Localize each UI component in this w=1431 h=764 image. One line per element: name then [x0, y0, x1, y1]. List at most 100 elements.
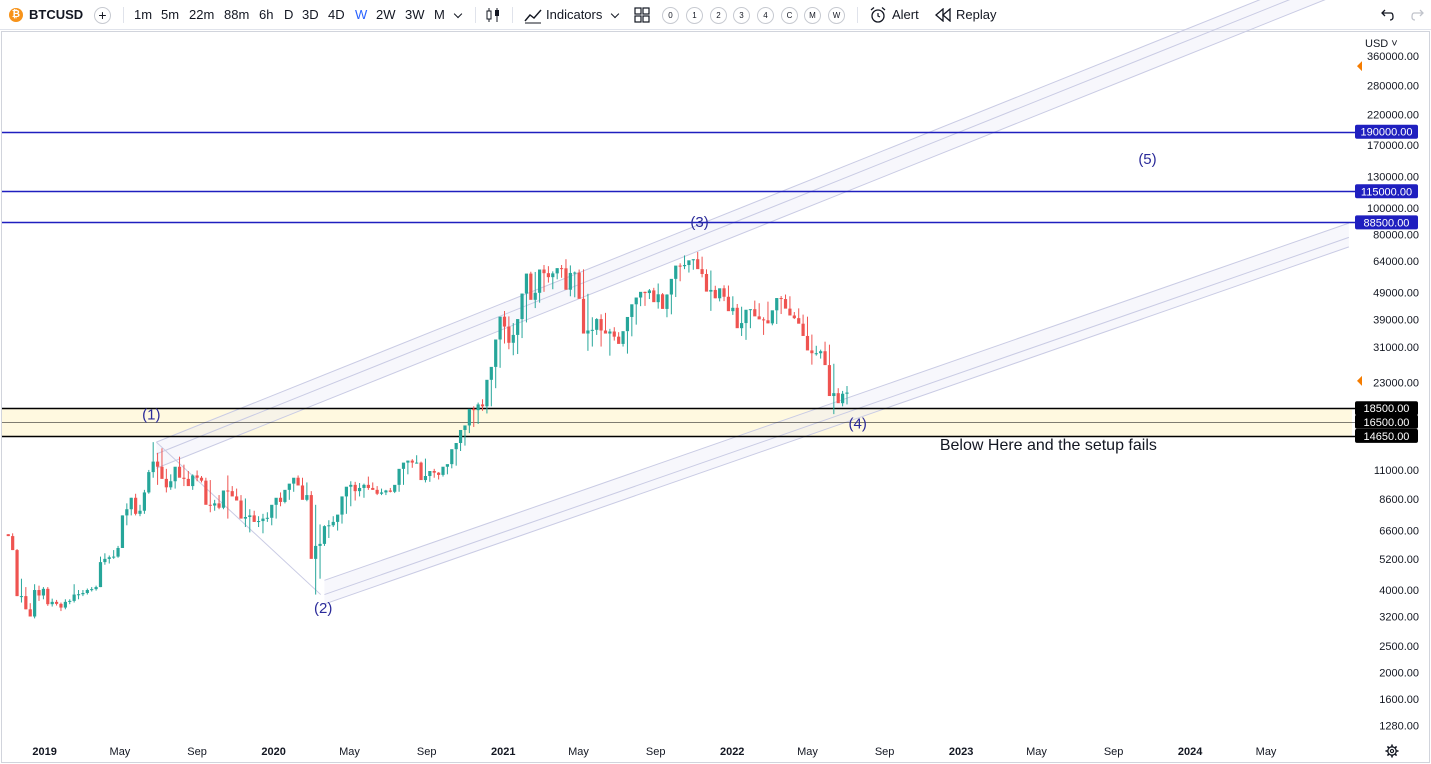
candle-body — [836, 393, 840, 404]
undo-icon[interactable] — [1379, 8, 1395, 22]
time-tick-label: 2024 — [1178, 746, 1203, 758]
candle-body — [761, 319, 766, 321]
interval-4d[interactable]: 4D — [328, 7, 345, 22]
time-tick-label: Sep — [187, 746, 207, 758]
toolbar-separator — [123, 7, 124, 23]
layout-slot-c[interactable]: C — [781, 7, 798, 24]
price-tick-label: 11000.00 — [1374, 465, 1419, 477]
interval-1m[interactable]: 1m — [134, 7, 153, 22]
alert-button[interactable]: Alert — [892, 7, 919, 22]
interval-3d[interactable]: 3D — [302, 7, 319, 22]
layout-slot-4[interactable]: 4 — [757, 7, 774, 24]
candle-body — [480, 404, 485, 407]
candle-body — [652, 290, 656, 303]
layout-slot-0[interactable]: 0 — [662, 7, 679, 24]
symbol-button[interactable]: BTCUSD — [29, 7, 84, 22]
layout-slot-w[interactable]: W — [828, 7, 845, 24]
candle-body — [590, 329, 594, 331]
candle-body — [472, 408, 476, 411]
interval-6h[interactable]: 6h — [259, 7, 274, 22]
candle-body — [529, 273, 533, 300]
candle-body — [362, 484, 366, 488]
interval-3w[interactable]: 3W — [405, 7, 425, 22]
candle-body — [327, 525, 331, 527]
alarm-clock-icon[interactable] — [869, 6, 887, 24]
compare-symbol-icon[interactable]: + — [94, 7, 111, 24]
price-tick-label: 31000.00 — [1373, 342, 1419, 354]
chart-settings-gear-icon[interactable] — [1385, 744, 1399, 758]
layout-slot-m[interactable]: M — [804, 7, 821, 24]
indicators-icon[interactable] — [524, 6, 542, 24]
layout-slot-2[interactable]: 2 — [710, 7, 727, 24]
candle-body — [331, 521, 335, 526]
interval-m[interactable]: M — [434, 7, 445, 22]
candle-body — [617, 336, 621, 344]
price-tick-label: 360000.00 — [1367, 51, 1419, 63]
candle-body — [24, 596, 28, 610]
candle-body — [581, 298, 586, 334]
candle-body — [621, 331, 625, 344]
time-tick-label: May — [110, 746, 131, 758]
candle-body — [511, 334, 515, 343]
candle-body — [199, 477, 204, 481]
candle-body — [603, 330, 608, 334]
candle-body — [120, 515, 125, 548]
channel-1-line-3 — [156, 0, 1326, 469]
candle-body — [213, 503, 217, 506]
candle-body — [37, 590, 41, 596]
level-price-badge — [1355, 215, 1418, 230]
layout-grid-icon[interactable] — [634, 7, 650, 23]
candle-body — [423, 476, 428, 481]
candle-body — [757, 316, 761, 320]
time-tick-label: 2023 — [949, 746, 973, 758]
redo-icon[interactable] — [1410, 8, 1426, 22]
candle-body — [239, 500, 243, 519]
symbol-logo-icon: ₿ — [9, 8, 23, 22]
candle-body — [507, 326, 511, 343]
candle-body — [630, 304, 634, 317]
replay-rewind-icon[interactable] — [935, 8, 951, 22]
currency-selector[interactable]: USD ˅ — [1365, 38, 1398, 50]
layout-slot-3[interactable]: 3 — [733, 7, 750, 24]
candle-body — [814, 353, 818, 355]
interval-5m[interactable]: 5m — [161, 7, 180, 22]
candle-body — [283, 489, 287, 502]
candle-body — [595, 319, 599, 330]
candle-body — [204, 480, 208, 505]
interval-22m[interactable]: 22m — [189, 7, 215, 22]
candle-body — [384, 490, 388, 493]
level-price-badge-label: 115000.00 — [1361, 186, 1412, 198]
layout-slot-1[interactable]: 1 — [686, 7, 703, 24]
candle-body — [419, 462, 423, 481]
candle-body — [643, 291, 647, 294]
candle-body — [647, 290, 651, 294]
candle-body — [687, 260, 691, 266]
candle-body — [28, 609, 32, 617]
time-tick-label: Sep — [875, 746, 895, 758]
candle-body — [349, 484, 353, 487]
candle-body — [186, 478, 190, 487]
candle-body — [85, 590, 89, 594]
candles-chart-type-icon[interactable] — [484, 6, 502, 24]
indicators-button[interactable]: Indicators — [546, 7, 603, 22]
candle-body — [243, 516, 248, 519]
channel-1-line-1 — [156, 0, 1261, 443]
candle-body — [551, 273, 555, 278]
interval-2w[interactable]: 2W — [376, 7, 396, 22]
interval-w[interactable]: W — [355, 7, 368, 22]
candle-body — [388, 490, 392, 492]
replay-button[interactable]: Replay — [956, 7, 997, 22]
level-price-badge — [1355, 401, 1418, 416]
price-tick-label: 4000.00 — [1379, 585, 1419, 597]
interval-d[interactable]: D — [284, 7, 294, 22]
interval-88m[interactable]: 88m — [224, 7, 250, 22]
candle-body — [415, 462, 419, 464]
candle-body — [278, 497, 283, 502]
candle-body — [155, 461, 160, 467]
candle-body — [788, 308, 792, 316]
candle-body — [410, 460, 414, 463]
time-tick-label: 2020 — [261, 746, 285, 758]
candle-body — [72, 594, 76, 601]
candle-body — [270, 504, 274, 518]
